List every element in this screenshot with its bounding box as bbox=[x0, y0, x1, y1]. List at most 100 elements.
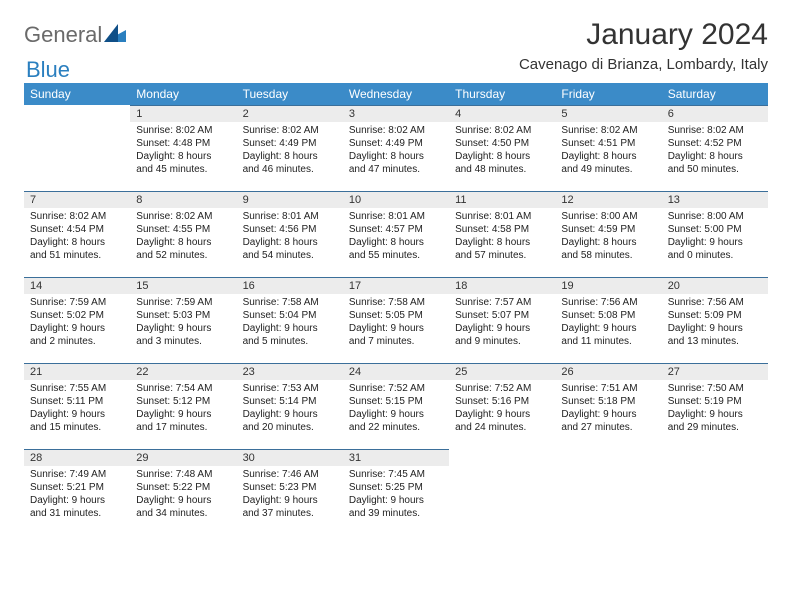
daylight-text: and 15 minutes. bbox=[30, 421, 124, 434]
weekday-header: Thursday bbox=[449, 83, 555, 105]
sunrise-text: Sunrise: 8:01 AM bbox=[455, 210, 549, 223]
calendar-table: SundayMondayTuesdayWednesdayThursdayFrid… bbox=[24, 83, 768, 535]
calendar-cell: 20Sunrise: 7:56 AMSunset: 5:09 PMDayligh… bbox=[662, 277, 768, 363]
daylight-text: and 3 minutes. bbox=[136, 335, 230, 348]
calendar-cell: 21Sunrise: 7:55 AMSunset: 5:11 PMDayligh… bbox=[24, 363, 130, 449]
logo-text-blue: Blue bbox=[26, 57, 70, 82]
sunset-text: Sunset: 5:14 PM bbox=[243, 395, 337, 408]
sunrise-text: Sunrise: 8:02 AM bbox=[30, 210, 124, 223]
calendar-cell: 9Sunrise: 8:01 AMSunset: 4:56 PMDaylight… bbox=[237, 191, 343, 277]
daylight-text: and 45 minutes. bbox=[136, 163, 230, 176]
calendar-cell: 24Sunrise: 7:52 AMSunset: 5:15 PMDayligh… bbox=[343, 363, 449, 449]
daylight-text: Daylight: 8 hours bbox=[136, 150, 230, 163]
daylight-text: Daylight: 8 hours bbox=[349, 150, 443, 163]
daylight-text: and 27 minutes. bbox=[561, 421, 655, 434]
daylight-text: Daylight: 9 hours bbox=[561, 322, 655, 335]
sunrise-text: Sunrise: 8:02 AM bbox=[668, 124, 762, 137]
sunrise-text: Sunrise: 8:00 AM bbox=[561, 210, 655, 223]
daylight-text: and 52 minutes. bbox=[136, 249, 230, 262]
calendar-week-row: 1Sunrise: 8:02 AMSunset: 4:48 PMDaylight… bbox=[24, 105, 768, 191]
day-number: 3 bbox=[343, 105, 449, 122]
daylight-text: and 49 minutes. bbox=[561, 163, 655, 176]
day-details: Sunrise: 7:49 AMSunset: 5:21 PMDaylight:… bbox=[24, 466, 130, 524]
weekday-header-row: SundayMondayTuesdayWednesdayThursdayFrid… bbox=[24, 83, 768, 105]
sunrise-text: Sunrise: 7:54 AM bbox=[136, 382, 230, 395]
daylight-text: Daylight: 9 hours bbox=[30, 322, 124, 335]
sunrise-text: Sunrise: 7:50 AM bbox=[668, 382, 762, 395]
calendar-cell: 11Sunrise: 8:01 AMSunset: 4:58 PMDayligh… bbox=[449, 191, 555, 277]
daylight-text: and 37 minutes. bbox=[243, 507, 337, 520]
daylight-text: Daylight: 8 hours bbox=[243, 150, 337, 163]
daylight-text: and 31 minutes. bbox=[30, 507, 124, 520]
day-number: 29 bbox=[130, 449, 236, 466]
calendar-cell: 7Sunrise: 8:02 AMSunset: 4:54 PMDaylight… bbox=[24, 191, 130, 277]
calendar-cell: 2Sunrise: 8:02 AMSunset: 4:49 PMDaylight… bbox=[237, 105, 343, 191]
day-number: 15 bbox=[130, 277, 236, 294]
sunset-text: Sunset: 5:15 PM bbox=[349, 395, 443, 408]
day-details: Sunrise: 8:00 AMSunset: 5:00 PMDaylight:… bbox=[662, 208, 768, 266]
sunrise-text: Sunrise: 7:56 AM bbox=[668, 296, 762, 309]
sunset-text: Sunset: 5:18 PM bbox=[561, 395, 655, 408]
day-details: Sunrise: 8:02 AMSunset: 4:54 PMDaylight:… bbox=[24, 208, 130, 266]
daylight-text: and 55 minutes. bbox=[349, 249, 443, 262]
sunset-text: Sunset: 4:51 PM bbox=[561, 137, 655, 150]
day-number: 13 bbox=[662, 191, 768, 208]
sunset-text: Sunset: 4:48 PM bbox=[136, 137, 230, 150]
sunset-text: Sunset: 5:04 PM bbox=[243, 309, 337, 322]
sunrise-text: Sunrise: 7:53 AM bbox=[243, 382, 337, 395]
calendar-cell bbox=[662, 449, 768, 535]
day-details: Sunrise: 8:02 AMSunset: 4:49 PMDaylight:… bbox=[343, 122, 449, 180]
weekday-header: Wednesday bbox=[343, 83, 449, 105]
sunrise-text: Sunrise: 7:52 AM bbox=[455, 382, 549, 395]
daylight-text: Daylight: 9 hours bbox=[136, 408, 230, 421]
day-details: Sunrise: 7:50 AMSunset: 5:19 PMDaylight:… bbox=[662, 380, 768, 438]
sunrise-text: Sunrise: 7:51 AM bbox=[561, 382, 655, 395]
daylight-text: Daylight: 8 hours bbox=[243, 236, 337, 249]
day-number: 5 bbox=[555, 105, 661, 122]
sunrise-text: Sunrise: 8:00 AM bbox=[668, 210, 762, 223]
daylight-text: Daylight: 9 hours bbox=[349, 408, 443, 421]
sunrise-text: Sunrise: 8:02 AM bbox=[455, 124, 549, 137]
day-details: Sunrise: 8:02 AMSunset: 4:55 PMDaylight:… bbox=[130, 208, 236, 266]
calendar-cell: 13Sunrise: 8:00 AMSunset: 5:00 PMDayligh… bbox=[662, 191, 768, 277]
calendar-cell: 3Sunrise: 8:02 AMSunset: 4:49 PMDaylight… bbox=[343, 105, 449, 191]
sunset-text: Sunset: 5:07 PM bbox=[455, 309, 549, 322]
daylight-text: and 58 minutes. bbox=[561, 249, 655, 262]
daylight-text: and 5 minutes. bbox=[243, 335, 337, 348]
day-number: 28 bbox=[24, 449, 130, 466]
day-details: Sunrise: 7:55 AMSunset: 5:11 PMDaylight:… bbox=[24, 380, 130, 438]
day-details: Sunrise: 7:51 AMSunset: 5:18 PMDaylight:… bbox=[555, 380, 661, 438]
day-details: Sunrise: 8:02 AMSunset: 4:49 PMDaylight:… bbox=[237, 122, 343, 180]
calendar-week-row: 28Sunrise: 7:49 AMSunset: 5:21 PMDayligh… bbox=[24, 449, 768, 535]
sunset-text: Sunset: 5:25 PM bbox=[349, 481, 443, 494]
sunrise-text: Sunrise: 7:48 AM bbox=[136, 468, 230, 481]
day-number: 18 bbox=[449, 277, 555, 294]
weekday-header: Monday bbox=[130, 83, 236, 105]
daylight-text: Daylight: 9 hours bbox=[30, 408, 124, 421]
daylight-text: and 0 minutes. bbox=[668, 249, 762, 262]
calendar-cell: 15Sunrise: 7:59 AMSunset: 5:03 PMDayligh… bbox=[130, 277, 236, 363]
weekday-header: Tuesday bbox=[237, 83, 343, 105]
day-details: Sunrise: 7:57 AMSunset: 5:07 PMDaylight:… bbox=[449, 294, 555, 352]
daylight-text: and 54 minutes. bbox=[243, 249, 337, 262]
sunrise-text: Sunrise: 8:02 AM bbox=[136, 210, 230, 223]
day-details: Sunrise: 8:01 AMSunset: 4:58 PMDaylight:… bbox=[449, 208, 555, 266]
day-details: Sunrise: 7:52 AMSunset: 5:15 PMDaylight:… bbox=[343, 380, 449, 438]
calendar-week-row: 7Sunrise: 8:02 AMSunset: 4:54 PMDaylight… bbox=[24, 191, 768, 277]
day-number: 25 bbox=[449, 363, 555, 380]
calendar-cell: 5Sunrise: 8:02 AMSunset: 4:51 PMDaylight… bbox=[555, 105, 661, 191]
daylight-text: Daylight: 9 hours bbox=[136, 494, 230, 507]
calendar-cell bbox=[24, 105, 130, 191]
sunset-text: Sunset: 4:49 PM bbox=[349, 137, 443, 150]
daylight-text: and 7 minutes. bbox=[349, 335, 443, 348]
daylight-text: Daylight: 9 hours bbox=[349, 494, 443, 507]
daylight-text: Daylight: 9 hours bbox=[243, 494, 337, 507]
sunset-text: Sunset: 4:58 PM bbox=[455, 223, 549, 236]
sunset-text: Sunset: 4:54 PM bbox=[30, 223, 124, 236]
calendar-cell bbox=[555, 449, 661, 535]
day-details: Sunrise: 7:58 AMSunset: 5:05 PMDaylight:… bbox=[343, 294, 449, 352]
calendar-cell: 22Sunrise: 7:54 AMSunset: 5:12 PMDayligh… bbox=[130, 363, 236, 449]
daylight-text: Daylight: 9 hours bbox=[30, 494, 124, 507]
day-details: Sunrise: 7:48 AMSunset: 5:22 PMDaylight:… bbox=[130, 466, 236, 524]
daylight-text: Daylight: 8 hours bbox=[455, 236, 549, 249]
